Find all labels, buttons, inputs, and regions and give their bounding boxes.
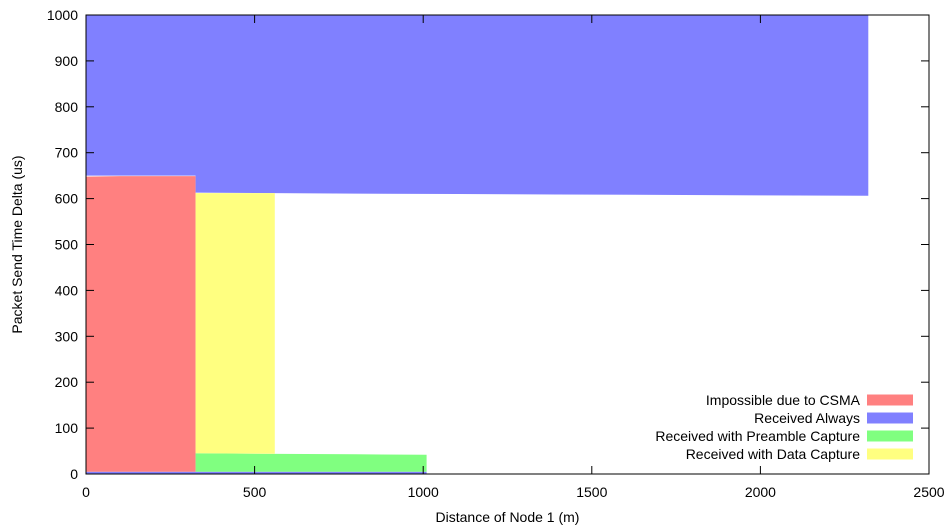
y-tick-label: 100 bbox=[55, 420, 79, 436]
y-tick-label: 600 bbox=[55, 191, 79, 207]
legend-swatch bbox=[867, 448, 913, 460]
x-tick-label: 0 bbox=[82, 484, 90, 500]
x-axis-label: Distance of Node 1 (m) bbox=[436, 509, 580, 525]
series-area-3 bbox=[195, 193, 275, 454]
plot-areas bbox=[86, 15, 869, 474]
legend-label: Received with Preamble Capture bbox=[655, 428, 860, 444]
y-axis-label: Packet Send Time Delta (us) bbox=[9, 155, 25, 333]
x-tick-label: 1000 bbox=[408, 484, 439, 500]
y-tick-label: 200 bbox=[55, 374, 79, 390]
y-tick-label: 0 bbox=[70, 466, 78, 482]
legend-label: Received Always bbox=[754, 410, 860, 426]
legend-swatch bbox=[867, 394, 913, 406]
baseline-area bbox=[86, 471, 427, 474]
y-tick-label: 1000 bbox=[47, 7, 78, 23]
y-tick-label: 900 bbox=[55, 53, 79, 69]
x-tick-label: 2000 bbox=[745, 484, 776, 500]
x-tick-label: 2500 bbox=[913, 484, 944, 500]
legend-swatch bbox=[867, 430, 913, 442]
legend-label: Impossible due to CSMA bbox=[706, 392, 861, 408]
y-tick-label: 300 bbox=[55, 328, 79, 344]
x-tick-label: 1500 bbox=[576, 484, 607, 500]
series-area-2 bbox=[195, 453, 427, 472]
x-tick-label: 500 bbox=[243, 484, 267, 500]
legend-label: Received with Data Capture bbox=[686, 446, 861, 462]
y-tick-label: 500 bbox=[55, 237, 79, 253]
y-tick-label: 800 bbox=[55, 99, 79, 115]
axis-ticks: 0 500 1000 1500 2000 2500 0 100 200 300 400 500 600 7… bbox=[47, 7, 945, 500]
y-tick-label: 700 bbox=[55, 145, 79, 161]
legend: Impossible due to CSMA Received Always Rec… bbox=[655, 392, 913, 462]
y-tick-label: 400 bbox=[55, 282, 79, 298]
legend-swatch bbox=[867, 412, 913, 424]
series-area-1 bbox=[86, 15, 869, 196]
series-area-0 bbox=[86, 176, 196, 472]
